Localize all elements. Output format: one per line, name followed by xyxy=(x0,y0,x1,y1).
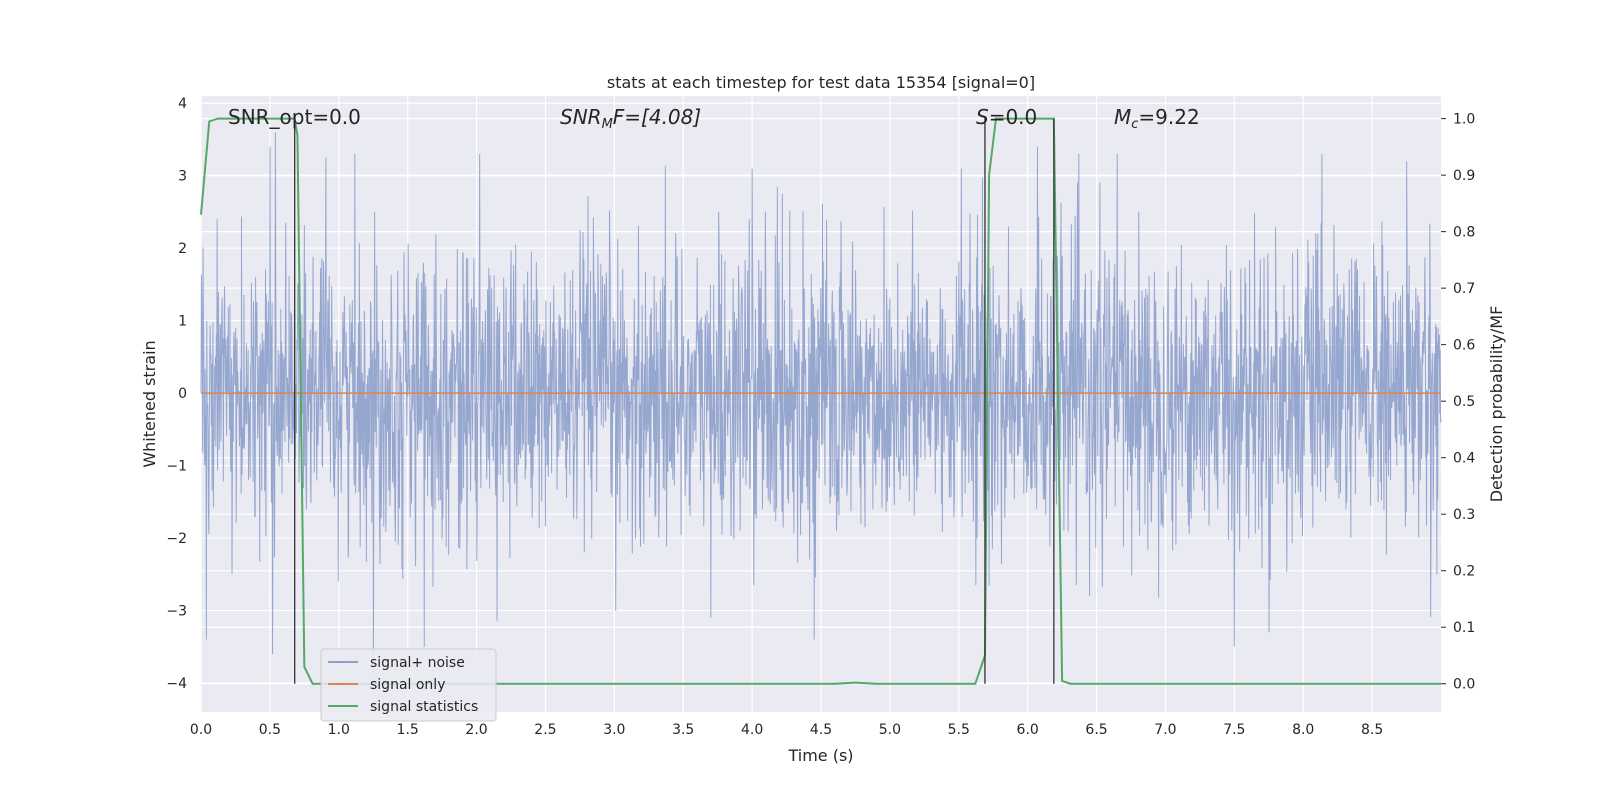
x-tick-label: 5.0 xyxy=(879,722,901,738)
annotation-snr-opt: SNR_opt=0.0 xyxy=(228,105,361,129)
x-tick-label: 2.5 xyxy=(534,722,556,738)
y-tick-label: 4 xyxy=(178,96,187,112)
y2-tick-label: 0.7 xyxy=(1453,281,1475,297)
x-tick-label: 1.5 xyxy=(397,722,419,738)
series-layer xyxy=(200,117,1441,685)
legend-entry-signal-only: signal only xyxy=(370,677,445,693)
x-tick-label: 8.0 xyxy=(1292,722,1314,738)
y-tick-label: −2 xyxy=(166,531,187,547)
y-tick-label: 3 xyxy=(178,169,187,185)
legend: signal+ noise signal only signal statist… xyxy=(320,648,497,722)
x-tick-label: 6.5 xyxy=(1085,722,1107,738)
y-tick-label: −3 xyxy=(166,604,187,620)
y-tick-label: 1 xyxy=(178,314,187,330)
y2-tick-label: 0.4 xyxy=(1453,451,1475,467)
x-tick-label: 4.5 xyxy=(810,722,832,738)
x-tick-label: 2.0 xyxy=(465,722,487,738)
x-tick-label: 0.5 xyxy=(259,722,281,738)
y2-axis-label: Detection probability/MF xyxy=(1487,306,1506,503)
y2-tick-label: 0.0 xyxy=(1453,677,1475,693)
y-tick-label: −4 xyxy=(166,676,187,692)
y2-tick-label: 0.8 xyxy=(1453,225,1475,241)
chart-title: stats at each timestep for test data 153… xyxy=(607,73,1035,92)
x-tick-label: 1.0 xyxy=(328,722,350,738)
y2-tick-label: 0.2 xyxy=(1453,564,1475,580)
signal-statistics-line xyxy=(200,117,1441,685)
x-tick-label: 7.0 xyxy=(1154,722,1176,738)
x-tick-label: 8.5 xyxy=(1361,722,1383,738)
annotation-mc: Mc=9.22 xyxy=(1114,105,1200,132)
x-tick-label: 7.5 xyxy=(1223,722,1245,738)
y2-tick-label: 0.6 xyxy=(1453,338,1475,354)
x-tick-label: 3.0 xyxy=(603,722,625,738)
y2-tick-label: 1.0 xyxy=(1453,112,1475,128)
y-axis-label: Whitened strain xyxy=(140,340,159,467)
y-tick-label: 0 xyxy=(178,386,187,402)
legend-entry-signal-plus-noise: signal+ noise xyxy=(370,655,465,671)
x-tick-label: 5.5 xyxy=(948,722,970,738)
x-axis-label: Time (s) xyxy=(787,746,853,765)
y2-tick-label: 0.9 xyxy=(1453,168,1475,184)
annotation-snr-mf: SNRMF=[4.08] xyxy=(560,105,701,132)
y-tick-label: 2 xyxy=(178,241,187,257)
legend-entry-signal-statistics: signal statistics xyxy=(370,699,478,715)
legend-box xyxy=(320,648,497,722)
y2-tick-label: 0.1 xyxy=(1453,620,1475,636)
x-tick-label: 6.0 xyxy=(1017,722,1039,738)
x-tick-label: 0.0 xyxy=(190,722,212,738)
vertical-markers xyxy=(294,118,1055,684)
ticks: 0.0 0.5 1.0 1.5 2.0 2.5 3.0 3.5 4.0 4.5 5.0 5.5 6.0 6… xyxy=(166,96,1475,738)
annotation-s: S=0.0 xyxy=(976,105,1037,129)
x-tick-label: 4.0 xyxy=(741,722,763,738)
y2-tick-label: 0.5 xyxy=(1453,394,1475,410)
x-tick-label: 3.5 xyxy=(672,722,694,738)
y2-tick-label: 0.3 xyxy=(1453,507,1475,523)
y-tick-label: −1 xyxy=(166,459,187,475)
